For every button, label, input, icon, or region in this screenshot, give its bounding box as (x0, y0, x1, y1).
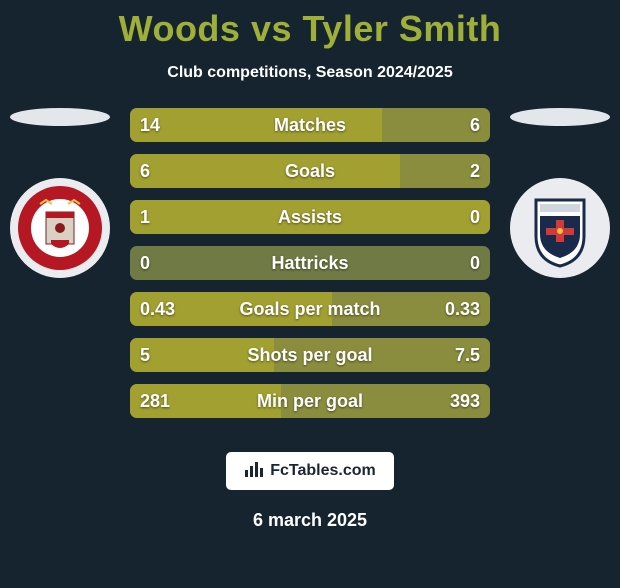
stat-bar-row: 281393Min per goal (130, 384, 490, 418)
stat-bar-row: 00Hattricks (130, 246, 490, 280)
page-subtitle: Club competitions, Season 2024/2025 (0, 64, 620, 82)
team-crest-left (10, 178, 110, 278)
stat-label: Goals per match (130, 292, 490, 326)
crest-circle-right (510, 178, 610, 278)
barrow-crest-icon (516, 184, 604, 272)
team-crest-right (510, 178, 610, 278)
stat-bar-row: 62Goals (130, 154, 490, 188)
footer-date: 6 march 2025 (0, 510, 620, 531)
stat-label: Shots per goal (130, 338, 490, 372)
stat-bar-row: 0.430.33Goals per match (130, 292, 490, 326)
accrington-crest-icon (16, 184, 104, 272)
fctables-logo[interactable]: FcTables.com (226, 452, 394, 490)
stat-label: Hattricks (130, 246, 490, 280)
fctables-text: FcTables.com (270, 462, 376, 480)
stat-label: Goals (130, 154, 490, 188)
crest-circle-left (10, 178, 110, 278)
stat-bars: 146Matches 62Goals 10Assists 00Hattricks 0.4… (130, 108, 490, 430)
stat-bar-row: 146Matches (130, 108, 490, 142)
stat-label: Min per goal (130, 384, 490, 418)
stat-label: Assists (130, 200, 490, 234)
crest-shadow-right (510, 108, 610, 126)
chart-icon (244, 460, 264, 483)
crest-shadow-left (10, 108, 110, 126)
stat-bar-row: 10Assists (130, 200, 490, 234)
page-title: Woods vs Tyler Smith (0, 8, 620, 50)
comparison-panel: 146Matches 62Goals 10Assists 00Hattricks 0.4… (0, 108, 620, 428)
stat-label: Matches (130, 108, 490, 142)
stat-bar-row: 57.5Shots per goal (130, 338, 490, 372)
